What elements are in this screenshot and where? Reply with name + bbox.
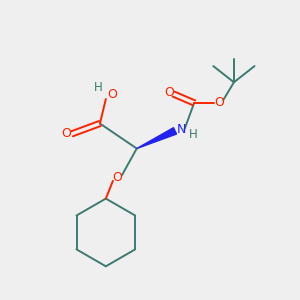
Text: O: O bbox=[62, 127, 72, 140]
Text: O: O bbox=[164, 86, 174, 99]
Polygon shape bbox=[137, 128, 176, 148]
Text: H: H bbox=[94, 81, 102, 94]
Text: O: O bbox=[113, 172, 122, 184]
Text: H: H bbox=[189, 128, 198, 141]
Text: O: O bbox=[214, 96, 224, 110]
Text: O: O bbox=[107, 88, 117, 100]
Text: N: N bbox=[177, 123, 186, 136]
